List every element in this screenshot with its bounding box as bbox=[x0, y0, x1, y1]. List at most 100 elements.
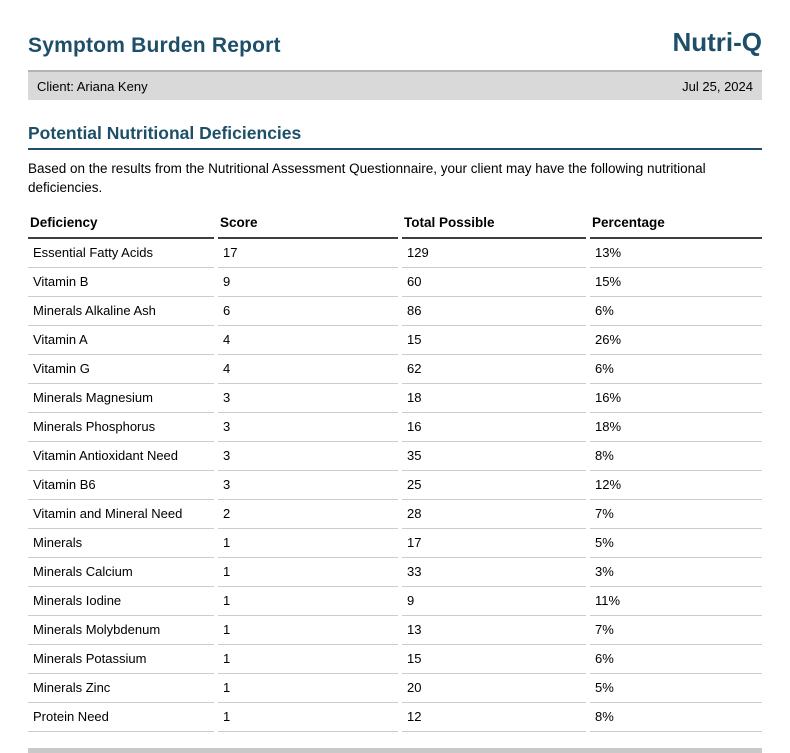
cell-deficiency: Minerals Calcium bbox=[28, 558, 214, 588]
cell-score: 1 bbox=[218, 558, 398, 588]
cell-percentage: 13% bbox=[590, 239, 762, 269]
cell-percentage: 18% bbox=[590, 413, 762, 443]
report-header: Symptom Burden Report Nutri-Q bbox=[28, 27, 762, 58]
cell-score: 1 bbox=[218, 703, 398, 733]
brand-logo: Nutri-Q bbox=[672, 27, 762, 57]
column-header-total-possible: Total Possible bbox=[402, 212, 586, 240]
column-header-percentage: Percentage bbox=[590, 212, 762, 240]
table-row: Vitamin Antioxidant Need 3 35 8% bbox=[28, 442, 762, 472]
cell-total-possible: 60 bbox=[402, 268, 586, 298]
cell-score: 1 bbox=[218, 587, 398, 617]
cell-deficiency: Vitamin G bbox=[28, 355, 214, 385]
cell-percentage: 6% bbox=[590, 355, 762, 385]
cell-score: 3 bbox=[218, 413, 398, 443]
cell-deficiency: Vitamin A bbox=[28, 326, 214, 356]
cell-percentage: 26% bbox=[590, 326, 762, 356]
report-date: Jul 25, 2024 bbox=[682, 78, 753, 94]
table-row: Minerals Iodine 1 9 11% bbox=[28, 587, 762, 617]
cell-total-possible: 12 bbox=[402, 703, 586, 733]
cell-total-possible: 28 bbox=[402, 500, 586, 530]
cell-score: 1 bbox=[218, 645, 398, 675]
table-row: Vitamin G 4 62 6% bbox=[28, 355, 762, 385]
cell-deficiency: Minerals bbox=[28, 529, 214, 559]
cell-percentage: 5% bbox=[590, 529, 762, 559]
cell-total-possible: 20 bbox=[402, 674, 586, 704]
cell-percentage: 16% bbox=[590, 384, 762, 414]
table-row: Minerals 1 17 5% bbox=[28, 529, 762, 559]
cell-score: 4 bbox=[218, 326, 398, 356]
column-header-score: Score bbox=[218, 212, 398, 240]
cell-score: 6 bbox=[218, 297, 398, 327]
cell-score: 1 bbox=[218, 529, 398, 559]
cell-score: 1 bbox=[218, 616, 398, 646]
section-title: Potential Nutritional Deficiencies bbox=[28, 123, 762, 150]
deficiencies-table: Deficiency Score Total Possible Percenta… bbox=[28, 212, 762, 733]
cell-deficiency: Minerals Zinc bbox=[28, 674, 214, 704]
cell-total-possible: 17 bbox=[402, 529, 586, 559]
cell-deficiency: Vitamin B bbox=[28, 268, 214, 298]
table-row: Minerals Magnesium 3 18 16% bbox=[28, 384, 762, 414]
cell-total-possible: 15 bbox=[402, 326, 586, 356]
cell-score: 4 bbox=[218, 355, 398, 385]
table-row: Essential Fatty Acids 17 129 13% bbox=[28, 239, 762, 269]
cell-score: 3 bbox=[218, 384, 398, 414]
table-row: Minerals Potassium 1 15 6% bbox=[28, 645, 762, 675]
cell-deficiency: Minerals Magnesium bbox=[28, 384, 214, 414]
table-body: Essential Fatty Acids 17 129 13% Vitamin… bbox=[28, 239, 762, 733]
cell-percentage: 7% bbox=[590, 500, 762, 530]
cell-score: 1 bbox=[218, 674, 398, 704]
report-page: Symptom Burden Report Nutri-Q Client: Ar… bbox=[28, 0, 762, 753]
cell-percentage: 3% bbox=[590, 558, 762, 588]
table-row: Minerals Phosphorus 3 16 18% bbox=[28, 413, 762, 443]
cell-percentage: 7% bbox=[590, 616, 762, 646]
cell-total-possible: 62 bbox=[402, 355, 586, 385]
table-row: Minerals Zinc 1 20 5% bbox=[28, 674, 762, 704]
table-row: Vitamin A 4 15 26% bbox=[28, 326, 762, 356]
cell-total-possible: 15 bbox=[402, 645, 586, 675]
table-row: Vitamin B6 3 25 12% bbox=[28, 471, 762, 501]
table-row: Vitamin and Mineral Need 2 28 7% bbox=[28, 500, 762, 530]
cell-total-possible: 33 bbox=[402, 558, 586, 588]
table-row: Minerals Alkaline Ash 6 86 6% bbox=[28, 297, 762, 327]
client-bar: Client: Ariana Keny Jul 25, 2024 bbox=[28, 70, 762, 100]
cell-deficiency: Vitamin Antioxidant Need bbox=[28, 442, 214, 472]
cell-percentage: 8% bbox=[590, 703, 762, 733]
cell-percentage: 11% bbox=[590, 587, 762, 617]
client-name: Client: Ariana Keny bbox=[37, 78, 148, 94]
cell-deficiency: Vitamin B6 bbox=[28, 471, 214, 501]
cell-total-possible: 25 bbox=[402, 471, 586, 501]
cell-deficiency: Minerals Alkaline Ash bbox=[28, 297, 214, 327]
cell-deficiency: Minerals Molybdenum bbox=[28, 616, 214, 646]
cell-percentage: 6% bbox=[590, 645, 762, 675]
table-row: Minerals Calcium 1 33 3% bbox=[28, 558, 762, 588]
cell-percentage: 15% bbox=[590, 268, 762, 298]
cell-score: 17 bbox=[218, 239, 398, 269]
table-row: Minerals Molybdenum 1 13 7% bbox=[28, 616, 762, 646]
page-title: Symptom Burden Report bbox=[28, 34, 281, 57]
cell-total-possible: 18 bbox=[402, 384, 586, 414]
cell-total-possible: 16 bbox=[402, 413, 586, 443]
cell-score: 3 bbox=[218, 442, 398, 472]
cell-total-possible: 35 bbox=[402, 442, 586, 472]
cell-percentage: 8% bbox=[590, 442, 762, 472]
cell-percentage: 6% bbox=[590, 297, 762, 327]
table-row: Vitamin B 9 60 15% bbox=[28, 268, 762, 298]
cell-percentage: 5% bbox=[590, 674, 762, 704]
cell-total-possible: 129 bbox=[402, 239, 586, 269]
cell-percentage: 12% bbox=[590, 471, 762, 501]
table-row: Protein Need 1 12 8% bbox=[28, 703, 762, 733]
section-intro: Based on the results from the Nutritiona… bbox=[28, 161, 706, 196]
cell-deficiency: Minerals Phosphorus bbox=[28, 413, 214, 443]
cell-deficiency: Vitamin and Mineral Need bbox=[28, 500, 214, 530]
column-header-deficiency: Deficiency bbox=[28, 212, 214, 240]
cell-deficiency: Essential Fatty Acids bbox=[28, 239, 214, 269]
cell-score: 2 bbox=[218, 500, 398, 530]
cell-total-possible: 86 bbox=[402, 297, 586, 327]
cell-deficiency: Protein Need bbox=[28, 703, 214, 733]
cell-deficiency: Minerals Potassium bbox=[28, 645, 214, 675]
cell-score: 3 bbox=[218, 471, 398, 501]
table-header-row: Deficiency Score Total Possible Percenta… bbox=[28, 212, 762, 240]
cell-total-possible: 9 bbox=[402, 587, 586, 617]
cell-total-possible: 13 bbox=[402, 616, 586, 646]
cell-deficiency: Minerals Iodine bbox=[28, 587, 214, 617]
